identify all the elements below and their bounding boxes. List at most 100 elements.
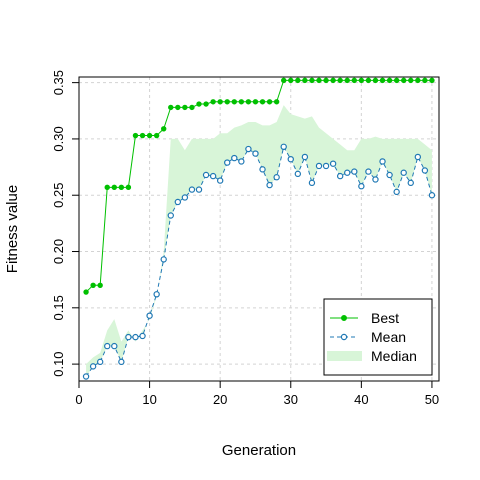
best-point <box>316 77 322 84</box>
best-point <box>132 132 139 139</box>
mean-point <box>174 198 182 206</box>
mean-point <box>202 171 210 179</box>
best-point <box>386 77 393 84</box>
best-point <box>351 77 357 84</box>
mean-point <box>245 145 252 153</box>
mean-point <box>231 154 238 162</box>
mean-point <box>104 342 111 350</box>
best-point <box>245 99 252 105</box>
mean-point <box>287 155 294 163</box>
best-point <box>252 99 259 105</box>
legend: Best Mean Median <box>323 298 433 376</box>
legend-item: Mean <box>330 329 406 345</box>
mean-point <box>146 312 153 319</box>
mean-point <box>209 172 217 180</box>
mean-point <box>224 159 231 166</box>
best-point <box>429 77 435 84</box>
mean-point <box>118 358 125 366</box>
best-point <box>175 104 181 111</box>
mean-point <box>414 153 422 161</box>
mean-point <box>132 333 139 341</box>
mean-point <box>351 168 358 175</box>
best-series-layer <box>83 77 435 295</box>
best-point <box>161 126 167 132</box>
best-point <box>146 132 153 139</box>
y-tick-label: 0.30 <box>51 126 66 151</box>
mean-point <box>125 333 132 341</box>
best-point <box>83 289 89 295</box>
mean-point <box>280 143 287 151</box>
best-line <box>85 79 432 293</box>
best-point <box>168 104 174 111</box>
best-point <box>259 99 266 105</box>
mean-point <box>322 162 330 170</box>
best-point <box>358 77 365 84</box>
mean-point <box>365 168 372 175</box>
best-point <box>408 77 414 84</box>
best-point <box>372 77 379 84</box>
mean-point <box>329 160 337 167</box>
mean-point <box>96 358 104 366</box>
mean-point <box>82 373 90 380</box>
best-point <box>401 77 407 84</box>
best-point <box>330 77 336 84</box>
mean-point <box>216 177 224 184</box>
mean-point <box>344 169 351 176</box>
best-point <box>238 99 245 105</box>
mean-point <box>407 179 414 187</box>
mean-point <box>153 291 160 298</box>
legend-marker <box>340 333 348 341</box>
legend-label: Best <box>371 310 399 326</box>
best-point <box>97 282 103 288</box>
best-point <box>153 132 160 139</box>
best-point <box>337 77 343 84</box>
x-tick-label: 50 <box>425 392 439 407</box>
mean-point <box>111 342 118 350</box>
grid-layer <box>78 77 439 381</box>
best-point <box>422 77 428 84</box>
mean-point <box>358 183 365 190</box>
best-point <box>281 77 287 84</box>
mean-point <box>393 188 400 196</box>
best-point <box>344 77 350 84</box>
mean-point <box>89 363 97 370</box>
x-tick-label: 30 <box>284 392 298 407</box>
best-point <box>139 132 146 139</box>
mean-point <box>273 174 280 181</box>
mean-point <box>336 172 344 180</box>
mean-point <box>139 332 146 340</box>
legend-item: Best <box>330 310 399 326</box>
mean-point <box>167 212 174 219</box>
best-point <box>182 104 188 111</box>
best-point <box>196 101 202 107</box>
x-axis-label: Generation <box>222 442 296 459</box>
mean-point <box>386 171 393 179</box>
mean-point <box>315 162 323 170</box>
y-tick-label: 0.15 <box>51 295 66 320</box>
mean-point <box>308 179 316 187</box>
legend-item: Median <box>327 348 417 364</box>
mean-point <box>160 256 167 263</box>
best-point <box>90 282 96 288</box>
mean-point <box>195 186 203 193</box>
best-point <box>288 77 294 84</box>
best-point <box>210 99 216 105</box>
best-point <box>365 77 372 84</box>
x-tick-label: 10 <box>142 392 156 407</box>
best-point <box>217 99 223 105</box>
mean-point <box>294 170 302 178</box>
y-tick-label: 0.25 <box>51 183 66 208</box>
y-axis-label: Fitness value <box>4 185 21 273</box>
best-point <box>415 77 421 84</box>
best-point <box>273 99 280 105</box>
best-point <box>224 99 230 105</box>
x-tick-label: 40 <box>354 392 368 407</box>
legend-swatch <box>327 351 362 361</box>
mean-point <box>379 158 386 165</box>
mean-point <box>400 169 407 176</box>
mean-series-layer <box>82 143 436 380</box>
x-tick-label: 0 <box>75 392 82 407</box>
x-tick-label: 20 <box>213 392 227 407</box>
mean-point <box>188 186 196 193</box>
best-point <box>104 184 110 191</box>
